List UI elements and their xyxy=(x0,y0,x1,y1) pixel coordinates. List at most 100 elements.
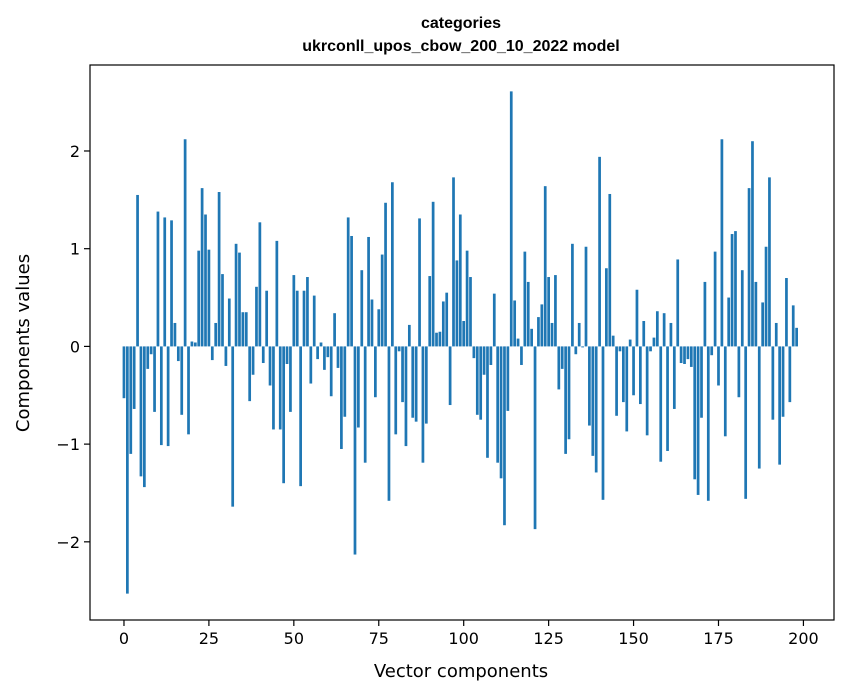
bar-30 xyxy=(224,346,228,366)
bar-67 xyxy=(350,235,353,347)
bar-81 xyxy=(397,346,401,352)
y-axis-label: Components values xyxy=(13,254,34,432)
bar-40 xyxy=(258,222,262,347)
x-tick-label: 100 xyxy=(448,629,479,648)
bar-177 xyxy=(723,346,727,437)
x-tick-label: 175 xyxy=(703,629,734,648)
chart-title-group: categories ukrconll_upos_cbow_200_10_202… xyxy=(302,15,619,55)
bar-111 xyxy=(499,346,503,479)
bar-194 xyxy=(781,346,785,417)
bar-159 xyxy=(662,313,666,347)
bar-10 xyxy=(156,211,160,347)
bar-158 xyxy=(659,346,663,462)
bar-160 xyxy=(666,346,669,451)
bar-195 xyxy=(785,278,788,347)
bar-186 xyxy=(754,281,758,347)
bar-134 xyxy=(577,322,581,347)
bar-93 xyxy=(438,331,442,347)
bar-172 xyxy=(706,346,710,501)
bar-146 xyxy=(618,346,622,352)
x-tick-label: 50 xyxy=(284,629,304,648)
bar-66 xyxy=(346,217,350,347)
bar-181 xyxy=(737,346,741,398)
bar-130 xyxy=(564,346,567,454)
bar-164 xyxy=(679,346,683,364)
bar-32 xyxy=(231,346,235,507)
bar-49 xyxy=(289,346,292,412)
bar-193 xyxy=(778,346,781,465)
bar-7 xyxy=(146,346,150,369)
bar-155 xyxy=(649,346,652,352)
bar-80 xyxy=(394,346,398,435)
bar-26 xyxy=(210,346,214,361)
bar-122 xyxy=(537,317,540,347)
bar-166 xyxy=(686,346,690,360)
bar-126 xyxy=(550,322,554,347)
bar-73 xyxy=(370,299,374,347)
bar-156 xyxy=(652,337,656,347)
bar-12 xyxy=(163,217,167,347)
bar-94 xyxy=(441,301,445,347)
bar-187 xyxy=(757,346,761,469)
bar-198 xyxy=(795,327,798,347)
bar-76 xyxy=(380,254,384,347)
bar-183 xyxy=(744,346,748,499)
bar-61 xyxy=(329,346,333,397)
bar-121 xyxy=(533,346,537,530)
bar-16 xyxy=(176,346,180,362)
bar-185 xyxy=(751,141,754,347)
bar-3 xyxy=(132,346,136,409)
bar-2 xyxy=(129,346,133,454)
bar-137 xyxy=(588,346,591,426)
bar-165 xyxy=(683,346,686,364)
bar-124 xyxy=(543,186,547,347)
bar-113 xyxy=(506,346,510,411)
bar-105 xyxy=(479,346,483,420)
bar-106 xyxy=(482,346,486,375)
bar-65 xyxy=(343,346,347,417)
bar-110 xyxy=(496,346,500,463)
bar-149 xyxy=(628,339,632,347)
y-tick-label: −1 xyxy=(56,435,80,454)
bar-153 xyxy=(642,321,646,347)
bar-41 xyxy=(261,346,265,364)
bar-167 xyxy=(689,346,693,367)
bar-57 xyxy=(316,346,319,360)
bar-127 xyxy=(554,275,557,347)
bar-37 xyxy=(248,346,252,402)
bar-132 xyxy=(571,243,574,347)
bar-161 xyxy=(669,322,673,347)
x-tick-label: 200 xyxy=(788,629,819,648)
bar-44 xyxy=(272,346,275,430)
bar-131 xyxy=(567,346,571,440)
bar-72 xyxy=(367,236,370,347)
bar-18 xyxy=(183,139,187,347)
y-axis-ticks: −2 −1 0 1 2 xyxy=(56,142,90,552)
bar-69 xyxy=(357,346,360,428)
bar-63 xyxy=(336,346,340,368)
bar-190 xyxy=(768,177,771,347)
bar-53 xyxy=(302,290,306,347)
bar-123 xyxy=(540,304,544,347)
bar-104 xyxy=(475,346,479,415)
bar-97 xyxy=(452,177,455,347)
bar-196 xyxy=(788,346,792,403)
bar-71 xyxy=(363,346,367,463)
bar-182 xyxy=(740,270,744,347)
bar-108 xyxy=(489,346,493,365)
bar-13 xyxy=(166,346,170,447)
bar-117 xyxy=(520,346,523,365)
bar-142 xyxy=(605,268,608,347)
bar-5 xyxy=(139,346,143,477)
bar-84 xyxy=(407,324,411,347)
bar-21 xyxy=(193,342,197,347)
bar-133 xyxy=(574,346,578,355)
bar-78 xyxy=(387,346,391,501)
chart-title: categories xyxy=(421,15,501,32)
bar-103 xyxy=(472,346,476,359)
bar-51 xyxy=(295,290,299,347)
bar-152 xyxy=(639,346,642,405)
bar-70 xyxy=(360,270,364,347)
bar-83 xyxy=(404,346,408,447)
